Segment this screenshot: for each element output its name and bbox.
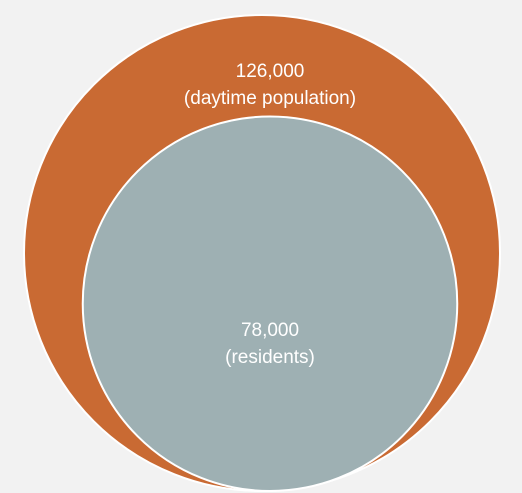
bubble-residents-label: (residents) (225, 347, 315, 368)
bubble-daytime-population-label: (daytime population) (184, 88, 356, 109)
bubble-residents (81, 115, 459, 493)
bubble-residents-value: 78,000 (241, 320, 299, 341)
bubble-daytime-population-value: 126,000 (236, 61, 305, 82)
